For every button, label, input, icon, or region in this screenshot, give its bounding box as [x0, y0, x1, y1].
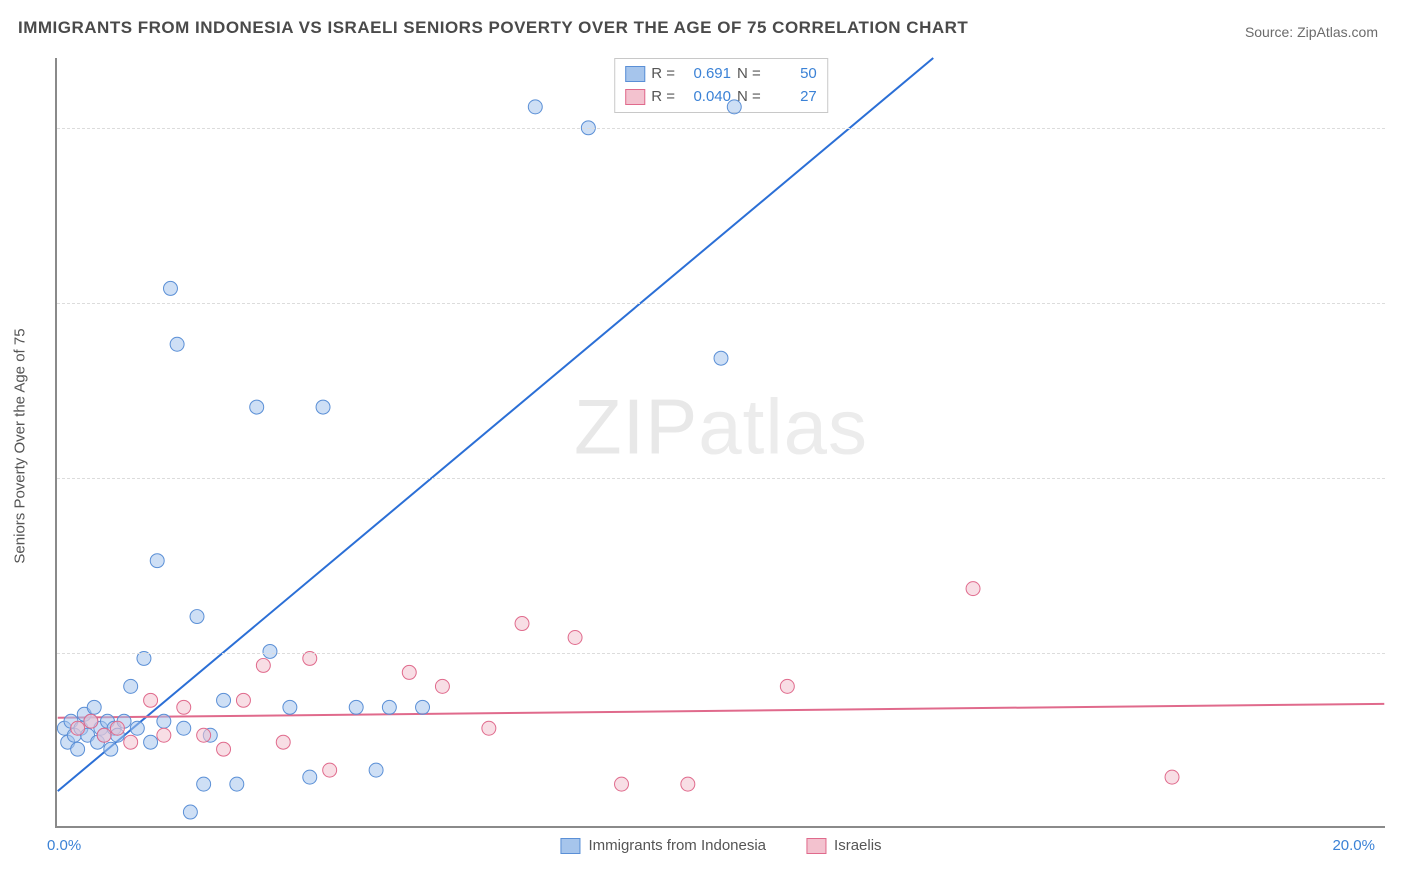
- legend-label: Immigrants from Indonesia: [588, 837, 766, 854]
- swatch-icon: [560, 838, 580, 854]
- trend-line: [58, 58, 934, 791]
- data-point: [71, 721, 85, 735]
- data-point: [124, 679, 138, 693]
- legend-series: Immigrants from Indonesia Israelis: [560, 837, 881, 854]
- chart-title: IMMIGRANTS FROM INDONESIA VS ISRAELI SEN…: [18, 18, 968, 38]
- y-tick-label: 25.0%: [1395, 645, 1406, 662]
- y-tick-label: 100.0%: [1395, 120, 1406, 137]
- data-point: [568, 631, 582, 645]
- data-point: [97, 728, 111, 742]
- data-point: [177, 721, 191, 735]
- trend-line: [58, 704, 1385, 718]
- data-point: [780, 679, 794, 693]
- data-point: [150, 554, 164, 568]
- data-point: [130, 721, 144, 735]
- data-point: [681, 777, 695, 791]
- y-tick-label: 75.0%: [1395, 295, 1406, 312]
- y-axis-label: Seniors Poverty Over the Age of 75: [12, 328, 29, 563]
- scatter-svg: [57, 58, 1385, 826]
- data-point: [615, 777, 629, 791]
- data-point: [183, 805, 197, 819]
- data-point: [124, 735, 138, 749]
- data-point: [157, 728, 171, 742]
- source-name: ZipAtlas.com: [1297, 24, 1378, 40]
- data-point: [144, 735, 158, 749]
- data-point: [236, 693, 250, 707]
- gridline: [57, 303, 1385, 304]
- data-point: [349, 700, 363, 714]
- swatch-icon: [806, 838, 826, 854]
- data-point: [714, 351, 728, 365]
- legend-item: Israelis: [806, 837, 882, 854]
- data-point: [104, 742, 118, 756]
- data-point: [164, 281, 178, 295]
- data-point: [727, 100, 741, 114]
- data-point: [402, 665, 416, 679]
- data-point: [250, 400, 264, 414]
- source-attribution: Source: ZipAtlas.com: [1245, 24, 1378, 40]
- gridline: [57, 128, 1385, 129]
- gridline: [57, 478, 1385, 479]
- data-point: [157, 714, 171, 728]
- gridline: [57, 653, 1385, 654]
- data-point: [144, 693, 158, 707]
- data-point: [303, 770, 317, 784]
- legend-item: Immigrants from Indonesia: [560, 837, 766, 854]
- data-point: [482, 721, 496, 735]
- data-point: [177, 700, 191, 714]
- data-point: [197, 728, 211, 742]
- data-point: [416, 700, 430, 714]
- data-point: [217, 693, 231, 707]
- data-point: [263, 644, 277, 658]
- data-point: [170, 337, 184, 351]
- data-point: [435, 679, 449, 693]
- y-tick-label: 50.0%: [1395, 470, 1406, 487]
- data-point: [217, 742, 231, 756]
- data-point: [87, 700, 101, 714]
- data-point: [528, 100, 542, 114]
- data-point: [71, 742, 85, 756]
- data-point: [515, 617, 529, 631]
- data-point: [276, 735, 290, 749]
- x-tick-max: 20.0%: [1332, 837, 1375, 854]
- data-point: [84, 714, 98, 728]
- data-point: [197, 777, 211, 791]
- data-point: [1165, 770, 1179, 784]
- data-point: [256, 658, 270, 672]
- legend-label: Israelis: [834, 837, 882, 854]
- data-point: [190, 610, 204, 624]
- data-point: [323, 763, 337, 777]
- data-point: [316, 400, 330, 414]
- plot-area: ZIPatlas R = 0.691 N = 50 R = 0.040 N = …: [55, 58, 1385, 828]
- source-label: Source:: [1245, 24, 1293, 40]
- data-point: [382, 700, 396, 714]
- data-point: [110, 721, 124, 735]
- x-tick-min: 0.0%: [47, 837, 81, 854]
- data-point: [966, 582, 980, 596]
- data-point: [283, 700, 297, 714]
- data-point: [369, 763, 383, 777]
- data-point: [230, 777, 244, 791]
